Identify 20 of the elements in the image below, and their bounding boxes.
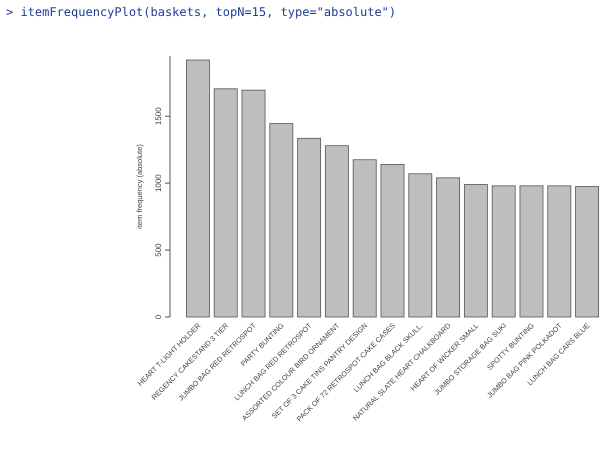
y-tick-label: 500	[154, 242, 163, 257]
bar	[547, 185, 572, 318]
bar	[380, 164, 404, 318]
bar	[186, 60, 210, 318]
chart-title: > itemFrequencyPlot(baskets, topN=15, type="absolute")	[6, 5, 396, 19]
bar	[214, 88, 238, 318]
y-tick-label: 1000	[154, 174, 163, 192]
bar	[520, 185, 544, 318]
bar	[269, 123, 294, 318]
bar	[436, 177, 460, 318]
bar	[408, 173, 432, 318]
bar	[492, 185, 516, 318]
bar	[297, 138, 322, 318]
y-tick-label: 1500	[154, 106, 163, 126]
bar	[242, 90, 266, 318]
bar	[464, 184, 488, 318]
y-tick-label: 0	[154, 314, 163, 320]
bar	[324, 145, 349, 318]
bar	[575, 186, 600, 318]
bar	[352, 159, 377, 318]
